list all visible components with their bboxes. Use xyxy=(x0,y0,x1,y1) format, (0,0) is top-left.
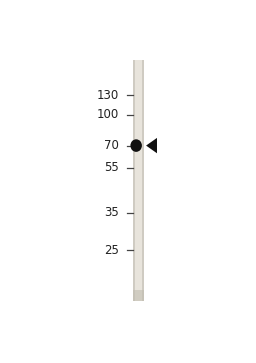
Text: 35: 35 xyxy=(104,206,119,219)
Bar xyxy=(133,60,135,301)
Text: 70: 70 xyxy=(104,139,119,152)
Text: 25: 25 xyxy=(104,244,119,257)
Text: 130: 130 xyxy=(97,89,119,102)
Bar xyxy=(133,290,144,301)
Text: 55: 55 xyxy=(104,162,119,175)
Polygon shape xyxy=(146,138,157,153)
Bar xyxy=(142,60,144,301)
Text: 100: 100 xyxy=(97,108,119,121)
Ellipse shape xyxy=(130,139,142,152)
Bar xyxy=(133,60,144,301)
